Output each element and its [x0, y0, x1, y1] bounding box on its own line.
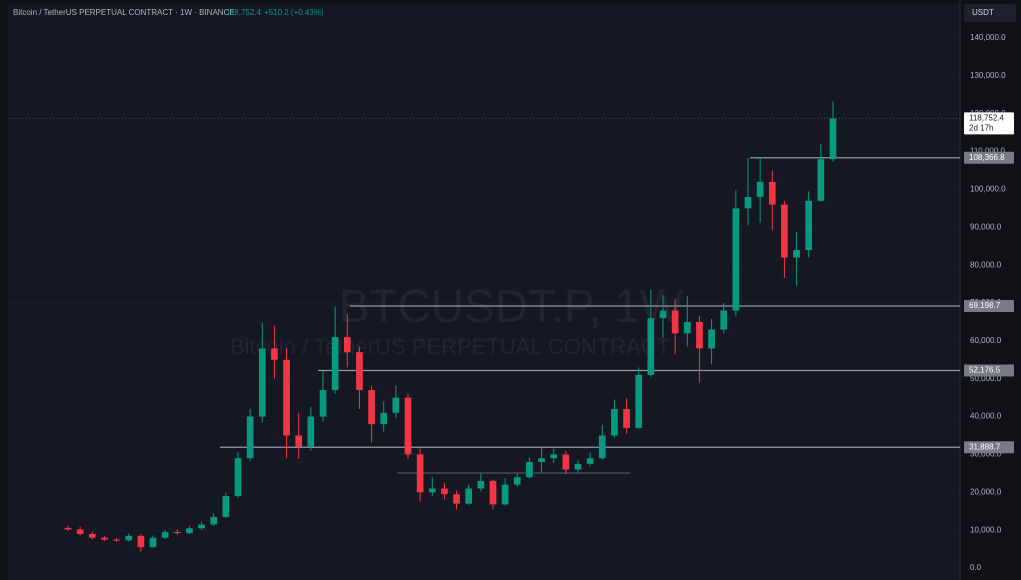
candle-body — [805, 200, 813, 250]
candle-body — [817, 159, 825, 201]
candle-body — [380, 412, 388, 425]
candle-body — [186, 528, 193, 534]
candle-body — [793, 250, 800, 258]
candle-body — [744, 197, 752, 209]
candle-body — [295, 435, 303, 447]
candle-body — [598, 435, 606, 459]
candle-body — [635, 374, 643, 428]
candle-body — [550, 454, 558, 459]
candle-body — [404, 397, 412, 455]
candle-body — [453, 494, 460, 504]
y-tick-label: 140,000.0 — [970, 33, 1006, 42]
candle-body — [671, 310, 679, 334]
watermark-subtitle: Bitcoin / TetherUS PERPETUAL CONTRACT — [230, 334, 670, 359]
candle-body — [416, 454, 424, 493]
candle-body — [611, 409, 618, 436]
y-tick-label: 30,000.0 — [970, 450, 1002, 459]
candle-body — [331, 337, 339, 391]
y-tick-label: 100,000.0 — [970, 185, 1006, 194]
candle-body — [149, 537, 157, 548]
header-price: 118,752.4 — [226, 8, 262, 17]
candle-body — [222, 496, 230, 517]
candle-body — [489, 480, 497, 505]
candle-body — [283, 359, 290, 436]
candle-body — [562, 454, 570, 470]
candle-body — [526, 462, 533, 478]
candle-body — [829, 118, 837, 160]
candle-body — [392, 397, 400, 413]
currency-box[interactable] — [964, 4, 1016, 22]
candle-body — [623, 409, 630, 428]
y-tick-label: 50,000.0 — [970, 374, 1002, 383]
candle-body — [659, 310, 667, 319]
level-label-box — [964, 364, 1014, 377]
currency[interactable]: USDT — [972, 8, 994, 17]
level-label-box — [964, 441, 1014, 454]
candle-body — [319, 390, 327, 417]
level-label: 52,176.5 — [969, 366, 1001, 375]
candle-body — [246, 416, 254, 459]
price-axis: 0.0 10,000.0 20,000.0 30,000.0 40,000.0 50,00… — [964, 33, 1014, 572]
candle-body — [113, 539, 120, 541]
y-tick-label: 0.0 — [970, 563, 982, 572]
candle-body — [732, 208, 740, 311]
candle-body — [161, 532, 169, 538]
candle-body — [513, 477, 521, 485]
candle-body — [234, 458, 242, 497]
candle-body — [76, 529, 84, 534]
level-label-box — [964, 300, 1014, 313]
header-change: +510.2 (+0.43%) — [264, 8, 324, 17]
candle-body — [356, 352, 363, 391]
last-price-box — [964, 112, 1014, 135]
y-tick-label: 60,000.0 — [970, 336, 1002, 345]
candle-body — [64, 527, 72, 530]
candle-body — [720, 310, 728, 330]
symbol-title: Bitcoin / TetherUS PERPETUAL CONTRACT · … — [13, 8, 235, 17]
level-label: 69,198.7 — [969, 301, 1001, 310]
last-price-label: 118,752.4 — [969, 114, 1005, 123]
level-label-box — [964, 151, 1014, 164]
countdown: 2d 17h — [969, 124, 993, 133]
candle-body — [307, 416, 315, 447]
candle-body — [768, 181, 776, 205]
candle-body — [271, 348, 278, 360]
candle-body — [465, 488, 473, 504]
candle-body — [137, 535, 145, 548]
candle-body — [696, 321, 703, 349]
candle-body — [477, 480, 485, 489]
candle-body — [343, 337, 351, 353]
y-tick-label: 90,000.0 — [970, 222, 1002, 231]
candle-body — [708, 329, 715, 349]
candle-body — [647, 318, 655, 375]
candle-body — [125, 535, 133, 541]
candle-body — [210, 516, 218, 525]
candle-body — [368, 390, 375, 425]
candle-body — [781, 204, 788, 258]
candle-body — [173, 532, 181, 534]
candle-body — [538, 458, 545, 462]
candle-body — [198, 524, 205, 529]
candle-body — [258, 348, 266, 417]
level-label: 108,366.8 — [969, 153, 1005, 162]
y-tick-label: 10,000.0 — [970, 525, 1002, 534]
candle-body — [501, 484, 509, 505]
candle-body — [441, 488, 448, 495]
y-tick-label: 80,000.0 — [970, 260, 1002, 269]
y-tick-label: 130,000.0 — [970, 71, 1006, 80]
candle-body — [586, 458, 594, 464]
y-tick-label: 40,000.0 — [970, 412, 1002, 421]
candle-body — [756, 181, 764, 197]
candle-body — [428, 488, 436, 493]
candle-body — [88, 533, 96, 538]
candles — [64, 101, 837, 552]
candle-body — [683, 321, 691, 334]
level-label: 31,888.7 — [969, 442, 1001, 451]
candle-body — [101, 537, 108, 540]
candle-body — [574, 463, 582, 470]
y-tick-label: 110,000.0 — [970, 147, 1006, 156]
y-tick-label: 20,000.0 — [970, 487, 1002, 496]
